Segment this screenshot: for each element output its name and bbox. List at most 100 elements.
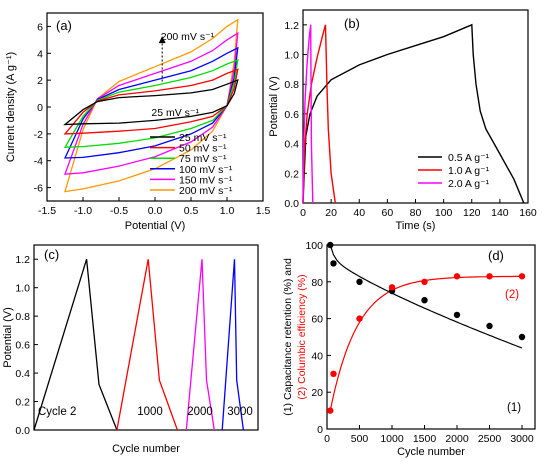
x-tick-label: 20	[325, 207, 337, 219]
x-axis-label: Time (s)	[396, 220, 436, 232]
cycle-curve	[33, 259, 118, 431]
y-tick-label: 0.4	[15, 368, 30, 380]
data-point	[518, 333, 526, 341]
y-tick-label: 60	[311, 314, 323, 326]
panel-d: 0 500 1000 1500 2000 2500 3000 0 20 40 60 80 100 (2) (…	[282, 240, 536, 458]
data-point	[518, 273, 526, 280]
gcd-curve	[302, 23, 525, 204]
cycle-label: 2000	[187, 406, 213, 418]
x-tick-label: 40	[353, 207, 365, 219]
cycle-curve	[185, 259, 215, 431]
y-axis-label: (2) Columbic efficiency (%)	[296, 274, 308, 399]
x-tick-label: 0.0	[148, 205, 163, 217]
x-tick-label: 160	[519, 207, 537, 219]
series-label: (1)	[507, 402, 521, 414]
panel-c: 0.0 0.2 0.4 0.6 0.8 1.0 1.2 (c) Cycle 2 1000 2000 3…	[2, 244, 259, 455]
panel-a: -1.5 -1.0 -0.5 0.0 0.5 1.0 1.5 -6 -4 -2 0 2 4 6 (a) 200…	[5, 12, 271, 232]
y-tick-label: 4	[37, 48, 43, 60]
y-tick-label: -4	[34, 156, 43, 168]
x-axis-label: Cycle number	[112, 443, 180, 455]
data-point	[453, 311, 461, 319]
x-tick-label: 0.5	[184, 205, 199, 217]
x-tick-label: 2000	[445, 433, 469, 445]
x-tick-label: -0.5	[110, 205, 128, 217]
y-tick-label: 0.8	[15, 311, 30, 323]
panel-b: 0 20 40 60 80 100 120 140 160 0.0 0.2 0.4 0.6 0.8 1.0 1…	[268, 9, 537, 232]
legend-label: 0.5 A g⁻¹	[448, 152, 490, 164]
arrow-head	[158, 36, 166, 44]
x-tick-label: 1.5	[256, 205, 271, 217]
y-tick-label: 1.2	[15, 254, 30, 266]
y-tick-label: 2	[37, 75, 43, 87]
cycle-curve	[221, 259, 245, 431]
y-tick-label: 0.2	[15, 397, 30, 409]
data-point	[388, 284, 396, 291]
panel-label: (c)	[44, 247, 59, 262]
x-tick-label: 500	[351, 433, 369, 445]
legend-label: 25 mV s⁻¹	[179, 132, 227, 144]
x-tick-label: 80	[410, 207, 422, 219]
plot-frame	[302, 9, 529, 204]
y-tick-label: 1.2	[284, 20, 299, 32]
x-tick-label: 60	[382, 207, 394, 219]
legend-label: 200 mV s⁻¹	[179, 185, 233, 197]
legend-label: 75 mV s⁻¹	[179, 153, 227, 165]
data-point	[330, 260, 337, 267]
cycle-label: 1000	[137, 406, 163, 418]
y-tick-label: 0.2	[284, 168, 299, 180]
legend-label: 1.0 A g⁻¹	[448, 165, 490, 177]
annotation-label: 25 mV s⁻¹	[151, 107, 199, 119]
y-axis-label: Potential (V)	[268, 76, 280, 137]
y-tick-label: 1.0	[284, 50, 299, 62]
legend-label: 100 mV s⁻¹	[179, 164, 233, 176]
y-axis-label: Current density (A g⁻¹)	[5, 52, 17, 162]
gcd-curve	[302, 24, 314, 204]
data-point	[453, 273, 461, 280]
gcd-curve	[302, 24, 336, 204]
fit-curve-retention	[329, 244, 523, 349]
data-point	[486, 273, 493, 280]
x-tick-label: 0	[324, 433, 330, 445]
legend-label: 150 mV s⁻¹	[179, 174, 233, 186]
x-tick-label: 100	[435, 207, 453, 219]
panel-label: (a)	[56, 18, 72, 33]
data-point	[421, 297, 428, 304]
y-tick-label: 1.0	[15, 283, 30, 295]
panel-label: (d)	[488, 248, 504, 263]
x-tick-label: 140	[491, 207, 509, 219]
y-tick-label: 40	[311, 350, 323, 362]
x-tick-label: 1000	[380, 433, 404, 445]
y-tick-label: 0.6	[15, 340, 30, 352]
y-tick-label: 0	[37, 102, 43, 114]
y-tick-label: 20	[311, 387, 323, 399]
x-axis-label: Cycle number	[397, 446, 465, 458]
cv-curve	[63, 59, 239, 148]
x-tick-label: 1.0	[220, 205, 235, 217]
fit-curve-efficiency	[329, 275, 522, 411]
x-tick-label: 120	[463, 207, 481, 219]
y-tick-label: 0.0	[284, 198, 299, 210]
cv-curve	[64, 18, 239, 193]
legend-label: 50 mV s⁻¹	[179, 143, 227, 155]
legend-label: 2.0 A g⁻¹	[448, 178, 490, 190]
x-tick-label: 1500	[413, 433, 437, 445]
x-axis-label: Potential (V)	[125, 220, 186, 232]
plot-frame	[326, 244, 536, 430]
data-point	[330, 370, 337, 377]
x-tick-label: 0	[300, 207, 306, 219]
data-point	[327, 241, 334, 249]
y-tick-label: 0	[317, 424, 323, 436]
data-point	[421, 278, 428, 285]
y-tick-label: -6	[34, 183, 43, 195]
x-tick-label: 3000	[510, 433, 534, 445]
cv-curve	[63, 68, 239, 135]
y-tick-label: 0.4	[284, 139, 299, 151]
y-tick-label: 100	[305, 240, 323, 252]
cv-curve	[63, 46, 239, 159]
data-point	[356, 315, 363, 322]
panel-label: (b)	[344, 16, 360, 31]
x-tick-label: -1.5	[38, 205, 56, 217]
cycle-label: Cycle 2	[38, 406, 76, 418]
y-tick-label: 80	[311, 277, 323, 289]
cycle-curve	[116, 259, 179, 431]
